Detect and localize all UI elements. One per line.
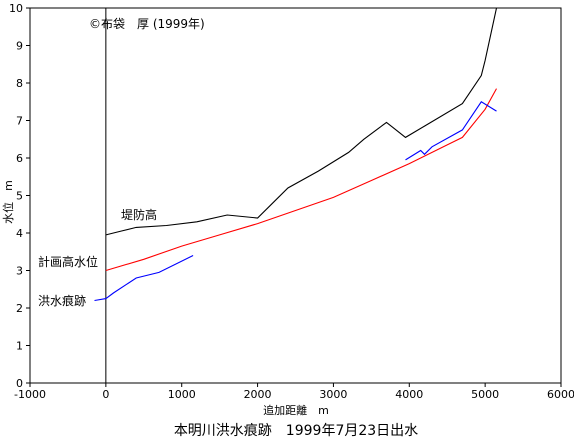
y-tick-label: 10 (9, 2, 23, 15)
annotation-flood-trace: 洪水痕跡 (38, 293, 86, 308)
x-tick-label: 1000 (168, 388, 196, 401)
series-layer (94, 7, 498, 302)
copyright-note: ©布袋 厚 (1999年) (89, 17, 205, 31)
chart-title: 本明川洪水痕跡 1999年7月23日出水 (174, 423, 418, 439)
x-tick-label: 3000 (319, 388, 347, 401)
y-axis-label: 水位 m (1, 180, 15, 224)
axes: -1000 0 1000 2000 3000 4000 5000 60000123456789… (9, 2, 574, 401)
y-tick-label: 9 (16, 40, 23, 53)
series-line-levee-height (105, 7, 498, 236)
x-tick-label: 2000 (244, 388, 272, 401)
annotation-design-flood-level: 計画高水位 (38, 254, 98, 269)
x-axis-label: 追加距離 m (263, 403, 329, 417)
series-line-flood-trace (94, 255, 194, 302)
x-tick-label: -1000 (14, 388, 46, 401)
x-tick-label: 6000 (547, 388, 574, 401)
y-tick-label: 4 (16, 227, 23, 240)
labels: ©布袋 厚 (1999年) 堤防高 計画高水位 洪水痕跡 追加距離 m 水位 m… (1, 17, 418, 439)
series-line-flood-trace (405, 101, 497, 161)
y-tick-label: 0 (16, 377, 23, 390)
y-tick-label: 2 (16, 302, 23, 315)
y-tick-label: 7 (16, 115, 23, 128)
x-tick-label: 0 (102, 388, 109, 401)
x-tick-label: 5000 (471, 388, 499, 401)
plot-frame (29, 7, 562, 384)
y-tick-label: 1 (16, 340, 23, 353)
series-line-design-flood-level (105, 88, 497, 272)
y-tick-label: 3 (16, 265, 23, 278)
y-tick-label: 5 (16, 190, 23, 203)
y-tick-label: 6 (16, 152, 23, 165)
annotation-levee-height: 堤防高 (121, 207, 157, 222)
y-tick-label: 8 (16, 77, 23, 90)
x-tick-label: 4000 (395, 388, 423, 401)
